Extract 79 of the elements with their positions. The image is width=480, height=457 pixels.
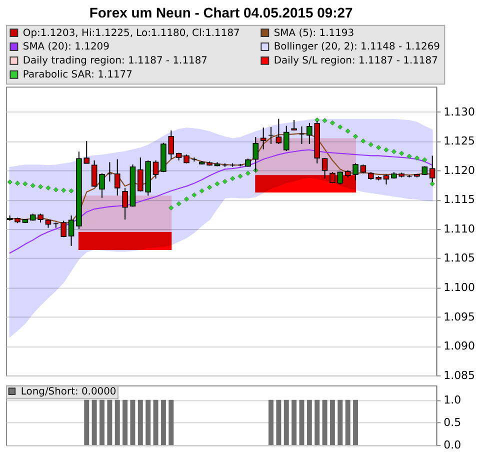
- y-tick-label: 1.090: [444, 340, 476, 353]
- candlestick: [268, 126, 274, 144]
- point: [30, 183, 36, 188]
- legend-label: Op:1.1203, Hi:1.1225, Lo:1.1180, Cl:1.1187: [22, 28, 240, 39]
- candlestick: [252, 136, 259, 172]
- candlestick: [122, 187, 128, 220]
- point: [184, 196, 190, 202]
- candlestick: [383, 174, 390, 185]
- y-tick-label: 1.130: [444, 105, 476, 118]
- point: [430, 181, 435, 186]
- legend-label: Parabolic SAR: 1.1177: [22, 70, 132, 81]
- candlestick: [84, 140, 90, 164]
- y-tick-label: 1.110: [444, 222, 476, 236]
- point: [192, 192, 197, 198]
- y-tick-label: 0.0: [444, 438, 462, 452]
- y-tick-label: 1.125: [444, 134, 475, 148]
- candlestick: [260, 127, 266, 150]
- candlestick: [99, 172, 105, 198]
- legend-label: Daily trading region: 1.1187 - 1.1187: [22, 56, 208, 67]
- point: [352, 134, 358, 139]
- y-tick-label: 0.5: [444, 416, 462, 429]
- point: [207, 184, 212, 190]
- y-tick-label: 1.105: [444, 252, 475, 265]
- legend-label: SMA (20): 1.1209: [22, 42, 110, 53]
- point: [414, 156, 420, 161]
- candlestick: [60, 220, 66, 238]
- point: [222, 178, 228, 184]
- y-tick-label: 1.095: [444, 310, 475, 324]
- y-tick-label: 1.115: [444, 193, 475, 206]
- legend-label: Daily S/L region: 1.1187 - 1.1187: [274, 56, 438, 67]
- point: [68, 188, 74, 194]
- point: [391, 149, 396, 154]
- candlestick: [337, 171, 344, 185]
- y-tick-label: 1.100: [444, 281, 476, 294]
- y-tick-label: 1.120: [444, 164, 476, 177]
- candlestick: [68, 214, 74, 246]
- point: [14, 180, 20, 186]
- candlestick: [352, 162, 358, 181]
- point: [230, 176, 236, 182]
- point: [338, 124, 343, 130]
- point: [322, 118, 328, 124]
- point: [368, 142, 374, 148]
- point: [399, 150, 404, 156]
- point: [345, 128, 350, 134]
- point: [384, 147, 389, 152]
- point: [360, 138, 366, 144]
- y-tick-label: 1.0: [444, 393, 462, 406]
- candlestick: [114, 158, 120, 196]
- point: [406, 154, 412, 159]
- line-series: [9, 149, 433, 254]
- point: [22, 181, 28, 186]
- point: [53, 187, 58, 192]
- legend-label: Bollinger (20, 2): 1.1148 - 1.1269: [274, 42, 440, 53]
- point: [176, 201, 182, 206]
- candlestick: [168, 130, 174, 160]
- point: [376, 144, 382, 150]
- candlestick: [152, 160, 159, 180]
- point: [214, 181, 220, 186]
- candlestick: [53, 222, 59, 228]
- point: [238, 174, 243, 179]
- point: [245, 170, 250, 176]
- candlestick: [322, 158, 328, 180]
- candlestick: [276, 118, 282, 144]
- point: [38, 184, 44, 190]
- point: [330, 120, 336, 126]
- point: [7, 180, 12, 185]
- point: [168, 205, 174, 210]
- candlestick: [283, 125, 290, 152]
- candlestick: [91, 160, 98, 188]
- legend-label: Long/Short: 0.0000: [20, 386, 116, 398]
- point: [61, 188, 66, 193]
- legend-label: SMA (5): 1.1193: [274, 28, 354, 39]
- candlestick: [106, 162, 113, 182]
- point: [199, 188, 204, 194]
- chart-title: Forex um Neun - Chart 04.05.2015 09:27: [89, 4, 354, 20]
- candlestick: [298, 126, 305, 144]
- y-tick-label: 1.085: [444, 368, 475, 382]
- point: [422, 157, 428, 162]
- point: [46, 185, 51, 190]
